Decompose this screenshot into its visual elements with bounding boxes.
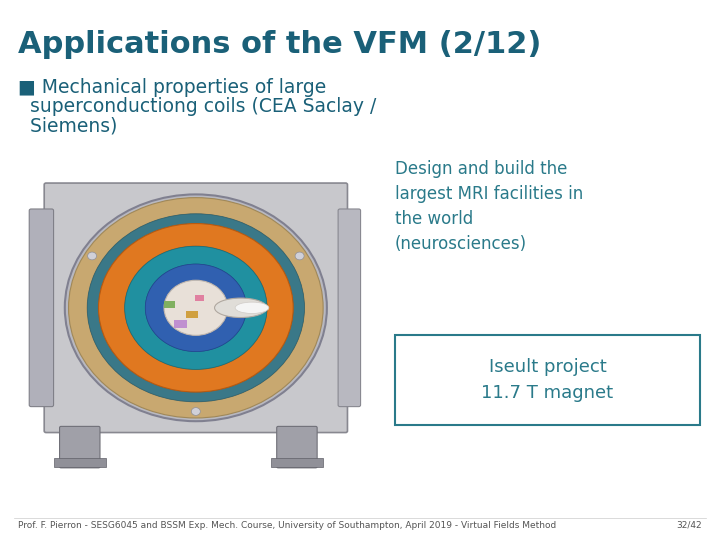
FancyBboxPatch shape xyxy=(60,427,100,468)
Wedge shape xyxy=(87,214,305,402)
Bar xyxy=(53,458,106,467)
Text: Design and build the
largest MRI facilities in
the world
(neurosciences): Design and build the largest MRI facilit… xyxy=(395,160,583,253)
Text: 32/42: 32/42 xyxy=(676,521,702,530)
Wedge shape xyxy=(145,264,246,352)
Circle shape xyxy=(192,408,200,415)
Text: Iseult project
11.7 T magnet: Iseult project 11.7 T magnet xyxy=(482,358,613,402)
Wedge shape xyxy=(125,246,267,369)
FancyBboxPatch shape xyxy=(338,209,361,407)
Bar xyxy=(164,301,175,308)
Circle shape xyxy=(88,252,96,260)
Ellipse shape xyxy=(215,298,267,318)
FancyBboxPatch shape xyxy=(44,183,348,433)
Bar xyxy=(271,458,323,467)
Text: Prof. F. Pierron - SESG6045 and BSSM Exp. Mech. Course, University of Southampto: Prof. F. Pierron - SESG6045 and BSSM Exp… xyxy=(18,521,557,530)
Text: superconductiong coils (CEA Saclay /: superconductiong coils (CEA Saclay / xyxy=(18,97,377,116)
Text: Applications of the VFM (2/12): Applications of the VFM (2/12) xyxy=(18,30,541,59)
Text: ■ Mechanical properties of large: ■ Mechanical properties of large xyxy=(18,78,326,97)
Wedge shape xyxy=(99,224,293,392)
FancyBboxPatch shape xyxy=(30,209,53,407)
Text: Siemens): Siemens) xyxy=(18,116,117,135)
Bar xyxy=(395,335,700,425)
Circle shape xyxy=(164,280,228,335)
Circle shape xyxy=(65,194,327,421)
Bar xyxy=(186,311,198,318)
Ellipse shape xyxy=(235,302,269,313)
Wedge shape xyxy=(68,198,323,418)
Bar xyxy=(174,320,187,328)
Circle shape xyxy=(295,252,304,260)
Bar xyxy=(195,295,204,301)
FancyBboxPatch shape xyxy=(276,427,317,468)
